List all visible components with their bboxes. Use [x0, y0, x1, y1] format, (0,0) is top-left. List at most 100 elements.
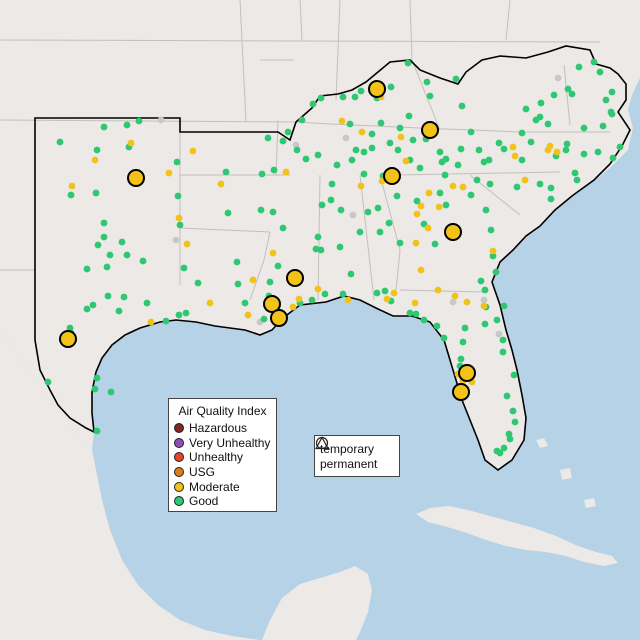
good-monitor[interactable] — [241, 299, 249, 307]
good-monitor[interactable] — [513, 183, 521, 191]
good-monitor[interactable] — [321, 290, 329, 298]
good-monitor[interactable] — [404, 59, 412, 67]
no-data-monitor[interactable] — [449, 298, 457, 306]
moderate-monitor[interactable] — [509, 143, 517, 151]
good-monitor[interactable] — [413, 197, 421, 205]
good-monitor[interactable] — [573, 176, 581, 184]
good-monitor[interactable] — [594, 148, 602, 156]
good-monitor[interactable] — [44, 378, 52, 386]
good-monitor[interactable] — [67, 191, 75, 199]
moderate-monitor[interactable] — [411, 299, 419, 307]
good-monitor[interactable] — [100, 123, 108, 131]
good-monitor[interactable] — [360, 148, 368, 156]
moderate-temporary-monitor[interactable] — [421, 121, 439, 139]
good-monitor[interactable] — [364, 208, 372, 216]
good-monitor[interactable] — [547, 184, 555, 192]
good-monitor[interactable] — [532, 116, 540, 124]
good-monitor[interactable] — [176, 221, 184, 229]
moderate-temporary-monitor[interactable] — [127, 169, 145, 187]
good-monitor[interactable] — [423, 78, 431, 86]
good-monitor[interactable] — [348, 156, 356, 164]
good-monitor[interactable] — [503, 392, 511, 400]
good-monitor[interactable] — [234, 280, 242, 288]
good-monitor[interactable] — [499, 348, 507, 356]
moderate-temporary-monitor[interactable] — [263, 295, 281, 313]
good-monitor[interactable] — [373, 289, 381, 297]
good-monitor[interactable] — [381, 287, 389, 295]
good-monitor[interactable] — [616, 143, 624, 151]
moderate-temporary-monitor[interactable] — [383, 167, 401, 185]
no-data-monitor[interactable] — [480, 296, 488, 304]
good-monitor[interactable] — [56, 138, 64, 146]
good-monitor[interactable] — [486, 180, 494, 188]
good-monitor[interactable] — [222, 168, 230, 176]
good-monitor[interactable] — [284, 128, 292, 136]
good-monitor[interactable] — [563, 140, 571, 148]
moderate-monitor[interactable] — [544, 146, 552, 154]
good-monitor[interactable] — [337, 206, 345, 214]
good-monitor[interactable] — [436, 189, 444, 197]
good-monitor[interactable] — [547, 195, 555, 203]
good-monitor[interactable] — [500, 145, 508, 153]
good-monitor[interactable] — [162, 317, 170, 325]
good-monitor[interactable] — [93, 146, 101, 154]
moderate-monitor[interactable] — [459, 183, 467, 191]
good-monitor[interactable] — [351, 93, 359, 101]
moderate-monitor[interactable] — [206, 299, 214, 307]
good-monitor[interactable] — [506, 435, 514, 443]
good-monitor[interactable] — [103, 263, 111, 271]
good-monitor[interactable] — [194, 279, 202, 287]
moderate-monitor[interactable] — [289, 303, 297, 311]
good-monitor[interactable] — [314, 151, 322, 159]
moderate-monitor[interactable] — [68, 182, 76, 190]
good-monitor[interactable] — [459, 338, 467, 346]
no-data-monitor[interactable] — [157, 116, 165, 124]
good-monitor[interactable] — [405, 112, 413, 120]
good-monitor[interactable] — [107, 388, 115, 396]
good-monitor[interactable] — [485, 156, 493, 164]
good-monitor[interactable] — [83, 265, 91, 273]
moderate-monitor[interactable] — [344, 296, 352, 304]
good-monitor[interactable] — [596, 68, 604, 76]
good-monitor[interactable] — [356, 228, 364, 236]
moderate-monitor[interactable] — [390, 289, 398, 297]
good-monitor[interactable] — [426, 92, 434, 100]
good-monitor[interactable] — [571, 169, 579, 177]
good-monitor[interactable] — [293, 146, 301, 154]
good-monitor[interactable] — [100, 233, 108, 241]
good-monitor[interactable] — [599, 122, 607, 130]
good-monitor[interactable] — [92, 189, 100, 197]
moderate-temporary-monitor[interactable] — [286, 269, 304, 287]
good-monitor[interactable] — [83, 305, 91, 313]
good-monitor[interactable] — [609, 154, 617, 162]
no-data-monitor[interactable] — [349, 211, 357, 219]
moderate-monitor[interactable] — [434, 286, 442, 294]
no-data-monitor[interactable] — [172, 236, 180, 244]
good-monitor[interactable] — [302, 155, 310, 163]
good-monitor[interactable] — [279, 137, 287, 145]
good-monitor[interactable] — [416, 164, 424, 172]
moderate-monitor[interactable] — [338, 117, 346, 125]
good-monitor[interactable] — [274, 262, 282, 270]
good-monitor[interactable] — [115, 307, 123, 315]
good-monitor[interactable] — [346, 120, 354, 128]
good-monitor[interactable] — [481, 320, 489, 328]
good-monitor[interactable] — [308, 296, 316, 304]
good-monitor[interactable] — [91, 385, 99, 393]
moderate-monitor[interactable] — [183, 240, 191, 248]
moderate-monitor[interactable] — [521, 176, 529, 184]
good-monitor[interactable] — [537, 99, 545, 107]
good-monitor[interactable] — [396, 124, 404, 132]
good-monitor[interactable] — [467, 191, 475, 199]
moderate-monitor[interactable] — [358, 128, 366, 136]
good-monitor[interactable] — [412, 310, 420, 318]
good-monitor[interactable] — [143, 299, 151, 307]
good-monitor[interactable] — [309, 100, 317, 108]
good-monitor[interactable] — [174, 192, 182, 200]
good-monitor[interactable] — [118, 238, 126, 246]
good-monitor[interactable] — [89, 301, 97, 309]
good-monitor[interactable] — [298, 116, 306, 124]
good-monitor[interactable] — [493, 316, 501, 324]
moderate-temporary-monitor[interactable] — [59, 330, 77, 348]
good-monitor[interactable] — [487, 226, 495, 234]
